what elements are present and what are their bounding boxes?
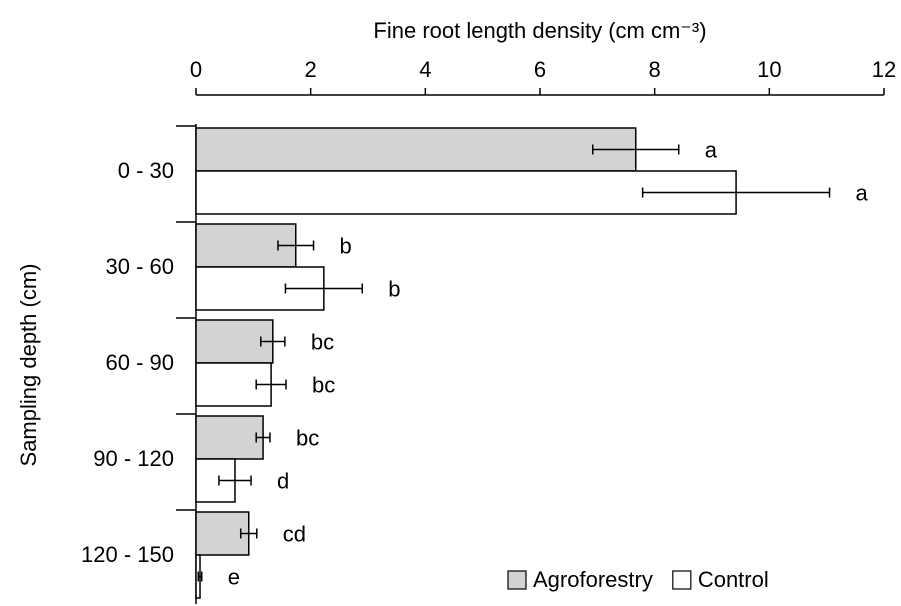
significance-letter: e (228, 564, 240, 589)
significance-letter: b (388, 276, 400, 301)
y-tick-label: 0 - 30 (118, 158, 174, 183)
x-tick-label: 2 (305, 57, 317, 82)
significance-letter: bc (296, 425, 319, 450)
error-bar (641, 187, 831, 198)
bar (195, 127, 637, 172)
significance-letter: a (705, 137, 718, 162)
error-bar (277, 240, 315, 251)
x-axis-title: Fine root length density (cm cm⁻³) (373, 18, 706, 43)
legend-label: Agroforestry (533, 567, 653, 592)
legend-swatch (672, 570, 692, 590)
x-tick-label: 6 (534, 57, 546, 82)
significance-letter: bc (312, 372, 335, 397)
error-bar (591, 144, 680, 155)
y-tick-label: 120 - 150 (81, 542, 174, 567)
error-bar (239, 528, 258, 539)
significance-letter: bc (311, 329, 334, 354)
x-tick-label: 8 (649, 57, 661, 82)
significance-letter: cd (283, 521, 306, 546)
bar (195, 319, 274, 364)
significance-letter: d (277, 468, 289, 493)
significance-letter: a (856, 180, 869, 205)
x-tick-label: 10 (757, 57, 781, 82)
significance-letter: b (340, 233, 352, 258)
error-bar (218, 475, 252, 486)
legend-label: Control (698, 567, 769, 592)
y-axis-title: Sampling depth (cm) (16, 264, 41, 467)
x-tick-label: 4 (419, 57, 431, 82)
bar (195, 415, 264, 460)
x-tick-label: 12 (872, 57, 896, 82)
error-bar (255, 432, 271, 443)
y-tick-label: 30 - 60 (106, 254, 175, 279)
error-bar (255, 379, 287, 390)
legend-swatch (507, 570, 527, 590)
error-bar (197, 571, 203, 582)
y-tick-label: 90 - 120 (93, 446, 174, 471)
error-bar (284, 283, 364, 294)
error-bar (260, 336, 286, 347)
bar (195, 511, 250, 556)
x-tick-label: 0 (190, 57, 202, 82)
y-tick-label: 60 - 90 (106, 350, 175, 375)
